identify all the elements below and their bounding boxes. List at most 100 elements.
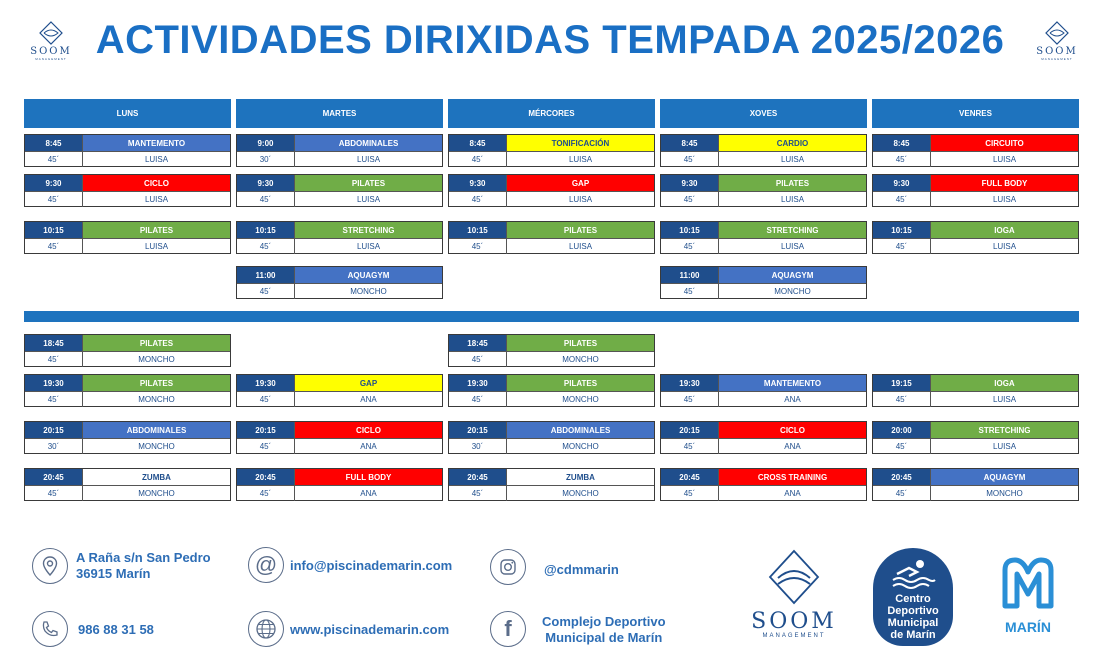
class-instructor: ANA	[360, 395, 377, 404]
class-instructor: MONCHO	[138, 442, 175, 451]
class-instructor: MONCHO	[774, 287, 811, 296]
class-activity: PILATES	[83, 375, 230, 391]
class-time: 19:30	[25, 375, 83, 391]
class-duration: 45´	[449, 392, 507, 407]
class-block: 19:30 PILATES 45´ MONCHO	[448, 374, 655, 407]
class-header-row: 19:15 IOGA	[873, 375, 1078, 392]
class-duration: 45´	[661, 284, 719, 299]
class-time: 10:15	[873, 222, 931, 238]
class-block: 10:15 IOGA 45´ LUISA	[872, 221, 1079, 254]
class-activity: IOGA	[931, 375, 1078, 391]
class-duration: 45´	[449, 152, 507, 167]
class-header-row: 20:45 FULL BODY	[237, 469, 442, 486]
class-duration: 45´	[661, 239, 719, 254]
class-header-row: 8:45 MANTEMENTO	[25, 135, 230, 152]
class-time: 19:30	[237, 375, 295, 391]
class-time: 20:15	[237, 422, 295, 438]
class-instructor: LUISA	[780, 242, 805, 251]
class-instructor: LUISA	[992, 395, 1017, 404]
class-duration: 45´	[25, 152, 83, 167]
class-activity: ZUMBA	[83, 469, 230, 485]
class-instructor: LUISA	[992, 155, 1017, 164]
facebook-page[interactable]: Complejo Deportivo Municipal de Marín	[542, 614, 666, 646]
class-detail-row: 45´ LUISA	[873, 439, 1078, 454]
day-header-mercores: MÉRCORES	[448, 99, 655, 128]
class-detail-row: 45´ LUISA	[237, 239, 442, 254]
class-header-row: 11:00 AQUAGYM	[661, 267, 866, 284]
class-duration: 45´	[237, 239, 295, 254]
class-block: 20:45 ZUMBA 45´ MONCHO	[24, 468, 231, 501]
class-header-row: 20:15 CICLO	[661, 422, 866, 439]
class-header-row: 8:45 CIRCUITO	[873, 135, 1078, 152]
class-activity: PILATES	[507, 222, 654, 238]
class-activity: MANTEMENTO	[83, 135, 230, 151]
class-activity: GAP	[295, 375, 442, 391]
class-detail-row: 45´ LUISA	[873, 392, 1078, 407]
class-header-row: 9:30 PILATES	[661, 175, 866, 192]
class-header-row: 20:15 ABDOMINALES	[25, 422, 230, 439]
class-block: 11:00 AQUAGYM 45´ MONCHO	[660, 266, 867, 299]
class-detail-row: 45´ MONCHO	[25, 486, 230, 501]
class-detail-row: 45´ MONCHO	[661, 284, 866, 299]
class-block: 11:00 AQUAGYM 45´ MONCHO	[236, 266, 443, 299]
class-instructor: ANA	[784, 395, 801, 404]
class-block: 9:30 GAP 45´ LUISA	[448, 174, 655, 207]
class-header-row: 11:00 AQUAGYM	[237, 267, 442, 284]
instagram-icon	[490, 549, 526, 585]
class-instructor: MONCHO	[562, 355, 599, 364]
class-header-row: 19:30 PILATES	[449, 375, 654, 392]
globe-icon	[248, 611, 284, 647]
class-time: 20:15	[449, 422, 507, 438]
instagram-handle[interactable]: @cdmmarin	[544, 562, 619, 577]
class-instructor: MONCHO	[562, 395, 599, 404]
class-instructor: LUISA	[992, 195, 1017, 204]
class-duration: 45´	[449, 486, 507, 501]
class-instructor: LUISA	[568, 195, 593, 204]
class-block: 9:30 PILATES 45´ LUISA	[660, 174, 867, 207]
class-block: 9:30 CICLO 45´ LUISA	[24, 174, 231, 207]
email-link[interactable]: info@piscinademarin.com	[290, 558, 453, 573]
address-line1: A Raña s/n San Pedro	[76, 550, 211, 565]
class-instructor: LUISA	[568, 242, 593, 251]
class-detail-row: 45´ LUISA	[25, 152, 230, 167]
class-block: 18:45 PILATES 45´ MONCHO	[448, 334, 655, 367]
marin-text: MARÍN	[1005, 619, 1051, 635]
class-duration: 45´	[873, 192, 931, 207]
website-link[interactable]: www.piscinademarin.com	[290, 622, 450, 637]
class-duration: 45´	[873, 439, 931, 454]
class-detail-row: 45´ ANA	[237, 392, 442, 407]
class-activity: STRETCHING	[295, 222, 442, 238]
class-header-row: 18:45 PILATES	[449, 335, 654, 352]
class-duration: 45´	[661, 192, 719, 207]
class-instructor: MONCHO	[350, 287, 387, 296]
class-activity: PILATES	[719, 175, 866, 191]
class-block: 8:45 TONIFICACIÓN 45´ LUISA	[448, 134, 655, 167]
address: A Raña s/n San Pedro 36915 Marín	[76, 550, 211, 582]
day-header-luns: LUNS	[24, 99, 231, 128]
class-instructor: LUISA	[780, 195, 805, 204]
class-instructor: MONCHO	[986, 489, 1023, 498]
class-duration: 45´	[873, 239, 931, 254]
class-activity: CARDIO	[719, 135, 866, 151]
class-duration: 30´	[237, 152, 295, 167]
class-instructor: ANA	[360, 442, 377, 451]
class-header-row: 20:45 ZUMBA	[25, 469, 230, 486]
class-time: 8:45	[661, 135, 719, 151]
class-header-row: 20:00 STRETCHING	[873, 422, 1078, 439]
class-instructor: LUISA	[144, 155, 169, 164]
class-activity: PILATES	[83, 335, 230, 351]
class-activity: PILATES	[507, 375, 654, 391]
class-time: 8:45	[873, 135, 931, 151]
class-detail-row: 45´ MONCHO	[449, 486, 654, 501]
phone-number[interactable]: 986 88 31 58	[78, 622, 154, 637]
class-activity: AQUAGYM	[295, 267, 442, 283]
class-duration: 45´	[237, 439, 295, 454]
class-header-row: 20:15 ABDOMINALES	[449, 422, 654, 439]
day-header-venres: VENRES	[872, 99, 1079, 128]
class-activity: CROSS TRAINING	[719, 469, 866, 485]
class-instructor: LUISA	[992, 442, 1017, 451]
class-block: 20:15 ABDOMINALES 30´ MONCHO	[24, 421, 231, 454]
class-block: 20:45 AQUAGYM 45´ MONCHO	[872, 468, 1079, 501]
class-duration: 45´	[25, 486, 83, 501]
class-block: 20:00 STRETCHING 45´ LUISA	[872, 421, 1079, 454]
